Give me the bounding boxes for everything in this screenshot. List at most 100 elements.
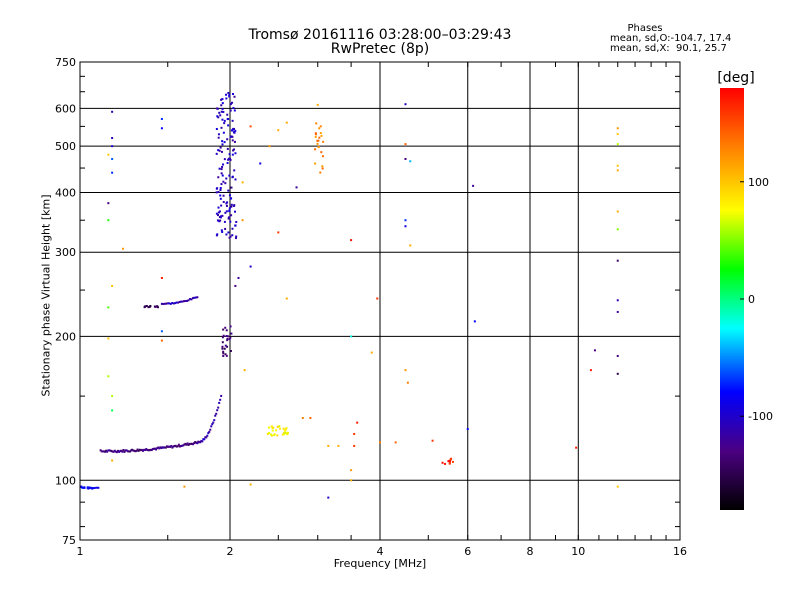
data-point bbox=[230, 332, 233, 335]
data-point bbox=[286, 432, 289, 435]
data-point bbox=[322, 140, 325, 143]
data-point bbox=[232, 92, 235, 95]
data-point bbox=[472, 184, 475, 187]
data-point bbox=[319, 171, 322, 174]
data-point bbox=[616, 228, 619, 231]
grid bbox=[80, 62, 680, 540]
data-point bbox=[160, 302, 163, 305]
data-point bbox=[128, 450, 131, 453]
data-point bbox=[217, 116, 220, 119]
data-point bbox=[233, 169, 236, 172]
data-point bbox=[616, 143, 619, 146]
data-point bbox=[134, 450, 137, 453]
x-tick-label: 8 bbox=[527, 545, 534, 558]
data-point bbox=[241, 219, 244, 222]
data-point bbox=[175, 301, 178, 304]
data-point bbox=[219, 398, 222, 401]
data-point bbox=[227, 158, 230, 161]
data-point bbox=[404, 103, 407, 106]
data-point bbox=[122, 449, 125, 452]
data-point bbox=[222, 194, 225, 197]
data-point bbox=[220, 110, 223, 113]
data-point bbox=[123, 450, 126, 453]
data-point bbox=[243, 369, 246, 372]
data-point bbox=[111, 459, 114, 462]
data-point bbox=[162, 302, 165, 305]
data-point bbox=[193, 296, 196, 299]
data-point bbox=[233, 148, 236, 151]
data-point bbox=[167, 445, 170, 448]
data-point bbox=[163, 302, 166, 305]
data-point bbox=[210, 425, 213, 428]
data-point bbox=[231, 119, 234, 122]
data-point bbox=[195, 441, 198, 444]
data-point bbox=[228, 207, 231, 210]
data-point bbox=[230, 203, 233, 206]
data-point bbox=[218, 167, 221, 170]
data-point bbox=[237, 276, 240, 279]
y-tick-label: 75 bbox=[62, 534, 76, 547]
data-point bbox=[86, 486, 89, 489]
data-point bbox=[233, 95, 236, 98]
data-point bbox=[222, 110, 225, 113]
data-point bbox=[156, 447, 159, 450]
data-point bbox=[230, 214, 233, 217]
data-point bbox=[178, 445, 181, 448]
data-point bbox=[111, 395, 114, 398]
data-point bbox=[227, 157, 230, 160]
data-point bbox=[276, 434, 279, 437]
data-point bbox=[107, 337, 110, 340]
data-point bbox=[350, 239, 353, 242]
data-point bbox=[270, 425, 273, 428]
data-point bbox=[105, 449, 108, 452]
data-point bbox=[219, 219, 222, 222]
data-point bbox=[441, 461, 444, 464]
data-point bbox=[146, 448, 149, 451]
data-point bbox=[221, 347, 224, 350]
data-point bbox=[107, 219, 110, 222]
data-point bbox=[219, 189, 222, 192]
phases-o-line: mean, sd,O:-104.7, 17.4 bbox=[610, 33, 732, 44]
data-point bbox=[111, 110, 114, 113]
data-point bbox=[230, 135, 233, 138]
data-point bbox=[120, 449, 123, 452]
data-point bbox=[222, 200, 225, 203]
data-point bbox=[160, 339, 163, 342]
data-point bbox=[175, 445, 178, 448]
data-point bbox=[231, 101, 234, 104]
data-point bbox=[218, 149, 221, 152]
data-point bbox=[133, 449, 136, 452]
data-point bbox=[164, 446, 167, 449]
colorbar-tick-label: 0 bbox=[748, 293, 755, 306]
data-point bbox=[283, 431, 286, 434]
data-point bbox=[317, 145, 320, 148]
data-point bbox=[229, 220, 232, 223]
data-point bbox=[616, 310, 619, 313]
data-point bbox=[231, 129, 234, 132]
data-point bbox=[111, 284, 114, 287]
data-point bbox=[193, 442, 196, 445]
y-tick-label: 750 bbox=[55, 56, 76, 69]
data-point bbox=[190, 298, 193, 301]
data-point bbox=[444, 462, 447, 465]
data-point bbox=[451, 460, 454, 463]
data-point bbox=[171, 302, 174, 305]
data-point bbox=[196, 442, 199, 445]
y-tick-label: 300 bbox=[55, 246, 76, 259]
data-point bbox=[177, 443, 180, 446]
data-point bbox=[209, 428, 212, 431]
data-point bbox=[215, 152, 218, 155]
data-point bbox=[319, 131, 322, 134]
data-point bbox=[151, 448, 154, 451]
data-point bbox=[231, 175, 234, 178]
data-point bbox=[229, 103, 232, 106]
data-point bbox=[404, 225, 407, 228]
data-point bbox=[173, 444, 176, 447]
data-point bbox=[282, 427, 285, 430]
data-point bbox=[249, 125, 252, 128]
data-points bbox=[79, 91, 619, 499]
data-point bbox=[284, 431, 287, 434]
data-point bbox=[124, 449, 127, 452]
data-point bbox=[150, 449, 153, 452]
data-point bbox=[284, 429, 287, 432]
